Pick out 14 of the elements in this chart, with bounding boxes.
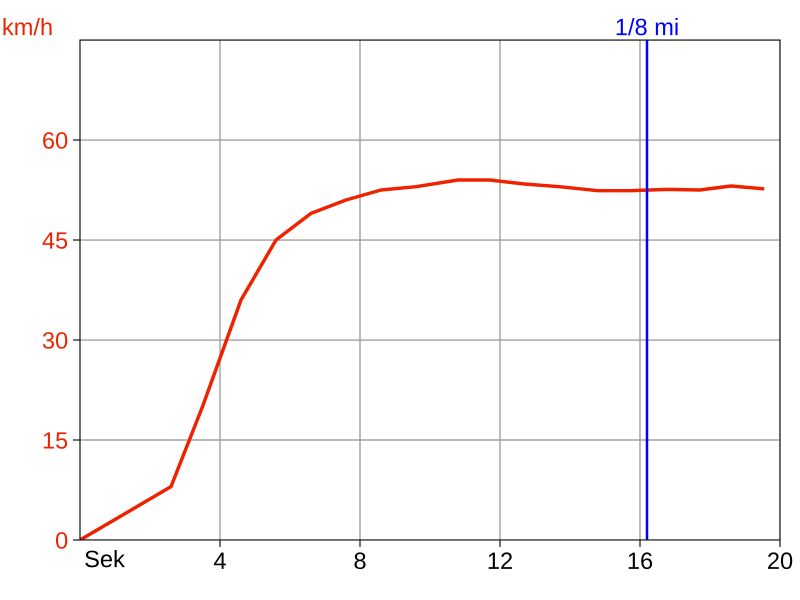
y-axis-title: km/h <box>4 18 52 36</box>
ref-line-label: 1/8 mi <box>616 18 678 36</box>
y-tick-label: 30 <box>42 332 68 349</box>
y-tick-label: 0 <box>56 532 68 549</box>
y-tick-label: 15 <box>44 432 68 449</box>
x-tick-label: 16 <box>628 552 652 570</box>
x-tick-label: 4 <box>214 552 226 569</box>
line-series <box>80 178 764 540</box>
x-axis-title: Sek <box>85 550 125 568</box>
x-tick-label: 12 <box>488 552 512 569</box>
y-tick-label: 60 <box>43 132 68 149</box>
x-tick-label: 8 <box>354 552 366 570</box>
x-tick-label: 20 <box>768 552 792 570</box>
y-tick-label: 45 <box>42 232 68 249</box>
